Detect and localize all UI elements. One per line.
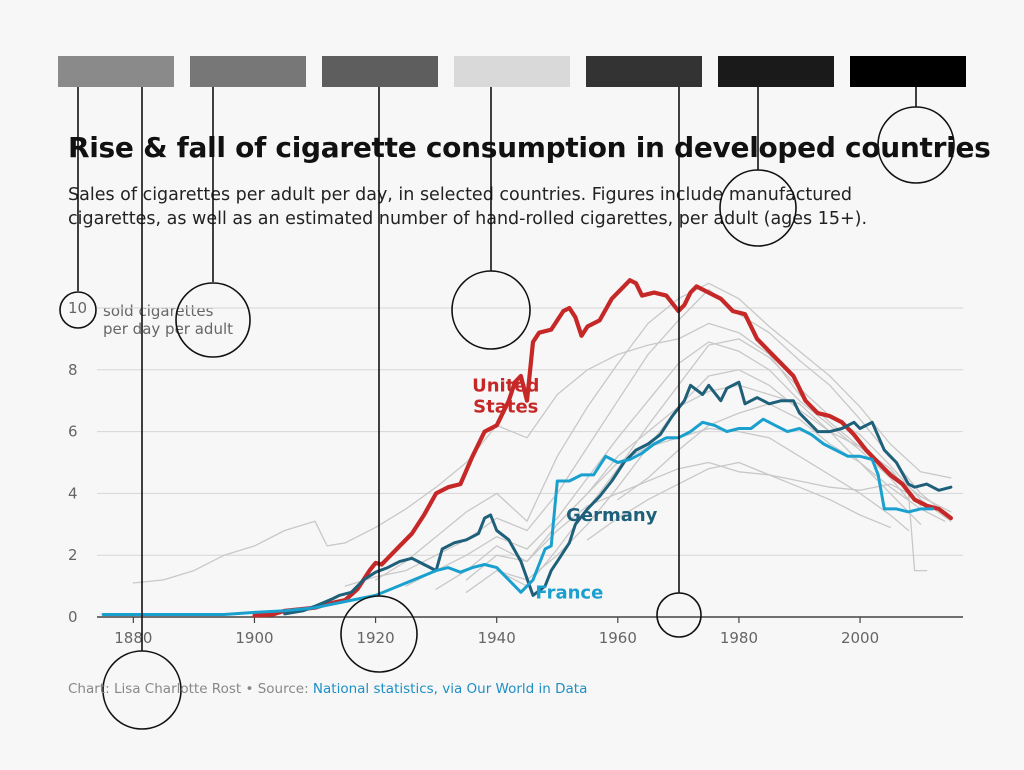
annotation-circle-6 bbox=[656, 592, 702, 638]
swatch-5 bbox=[586, 56, 702, 87]
x-tick-label-1880: 1880 bbox=[114, 629, 152, 647]
y-axis-unit-line-1: sold cigarettes bbox=[103, 302, 214, 320]
y-axis-unit-line-2: per day per adult bbox=[103, 320, 233, 338]
y-tick-label-8: 8 bbox=[68, 361, 78, 379]
swatch-3 bbox=[322, 56, 438, 87]
swatch-2 bbox=[190, 56, 306, 87]
series-label-united-states: States bbox=[473, 396, 538, 417]
x-tick-label-1960: 1960 bbox=[599, 629, 637, 647]
series-line-other-country-2 bbox=[344, 288, 952, 587]
chart-title: Rise & fall of cigarette consumption in … bbox=[68, 131, 991, 164]
x-tick-label-1940: 1940 bbox=[478, 629, 516, 647]
series-label-france: France bbox=[535, 582, 603, 603]
y-axis-ticks: 0 2 4 6 8 10 bbox=[68, 299, 87, 626]
x-tick-label-1900: 1900 bbox=[235, 629, 273, 647]
x-tick-label-2000: 2000 bbox=[841, 629, 879, 647]
swatch-6 bbox=[718, 56, 834, 87]
annotation-circle-1 bbox=[59, 291, 97, 329]
y-tick-label-4: 4 bbox=[68, 484, 78, 502]
series-line-other-country-3 bbox=[374, 282, 952, 581]
x-tick-label-1920: 1920 bbox=[356, 629, 394, 647]
annotation-circle-2 bbox=[102, 650, 182, 730]
annotation-overlay bbox=[59, 87, 955, 730]
y-tick-label-10: 10 bbox=[68, 299, 87, 317]
y-tick-label-6: 6 bbox=[68, 423, 78, 441]
series-line-other-country-10 bbox=[586, 461, 891, 541]
y-tick-label-2: 2 bbox=[68, 546, 78, 564]
series-line-other-country-5 bbox=[435, 461, 928, 590]
annotation-circle-7 bbox=[719, 169, 797, 247]
chart-subtitle-line-1: Sales of cigarettes per adult per day, i… bbox=[68, 185, 852, 205]
series-lines bbox=[101, 278, 953, 618]
swatch-7 bbox=[850, 56, 966, 87]
series-line-other-country-6 bbox=[465, 384, 922, 581]
series-label-united-states: United bbox=[472, 375, 539, 396]
chart-footer: Chart: Lisa Charlotte Rost • Source: Nat… bbox=[68, 681, 587, 697]
annotation-circle-3 bbox=[175, 282, 251, 358]
footer-credit: Chart: Lisa Charlotte Rost • Source: bbox=[68, 681, 313, 697]
source-link[interactable]: National statistics, via Our World in Da… bbox=[313, 681, 587, 697]
annotation-circle-4 bbox=[340, 595, 418, 673]
series-line-united-states bbox=[252, 278, 953, 618]
series-line-other-country-1 bbox=[132, 322, 922, 584]
y-tick-label-0: 0 bbox=[68, 608, 78, 626]
swatch-4 bbox=[454, 56, 570, 87]
series-label-germany: Germany bbox=[566, 505, 658, 526]
swatch-1 bbox=[58, 56, 174, 87]
annotation-circle-5 bbox=[451, 270, 531, 350]
series-line-germany bbox=[283, 380, 953, 616]
series-line-france bbox=[101, 417, 935, 616]
series-line-other-country-11 bbox=[617, 403, 946, 522]
color-swatch-bar bbox=[58, 56, 966, 87]
x-axis-ticks: 1880 1900 1920 1940 1960 1980 2000 bbox=[114, 617, 879, 647]
annotation-circle-8 bbox=[877, 106, 955, 184]
chart-subtitle-line-2: cigarettes, as well as an estimated numb… bbox=[68, 209, 867, 229]
x-tick-label-1980: 1980 bbox=[720, 629, 758, 647]
